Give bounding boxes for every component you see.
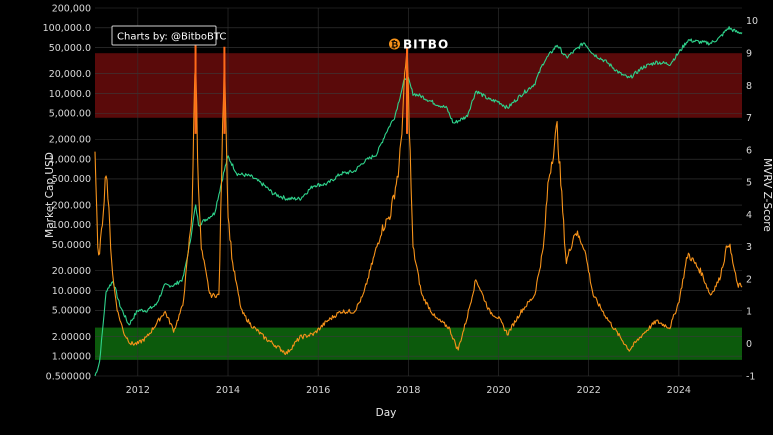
- y-right-tick-label: 7: [746, 113, 752, 124]
- y-left-tick-label: 10,000.0: [49, 89, 91, 100]
- market-cap-line: [94, 26, 743, 377]
- y-left-tick-label: 500.000: [52, 174, 91, 185]
- y-left-tick-label: 5.00000: [52, 306, 91, 317]
- y-left-tick-label: 200.000: [52, 200, 91, 211]
- y-left-tick-label: 0.500000: [46, 371, 91, 382]
- x-tick-label: 2022: [577, 385, 601, 396]
- y-right-tick-label: 0: [746, 339, 752, 350]
- y-right-axis-title: MVRV Z-Score: [761, 158, 773, 232]
- band-overvalued: [95, 53, 742, 118]
- y-right-tick-label: 9: [746, 48, 752, 59]
- series-layer: [94, 26, 743, 377]
- y-left-tick-label: 10.0000: [52, 286, 91, 297]
- x-tick-label: 2020: [486, 385, 510, 396]
- y-left-tick-label: 2,000.00: [49, 135, 91, 146]
- logo-text: BITBO: [403, 38, 449, 52]
- credit-label: Charts by: @BitboBTC: [111, 25, 226, 46]
- y-right-tick-label: 5: [746, 178, 752, 189]
- y-right-tick-label: -1: [746, 371, 755, 382]
- x-tick-label: 2014: [216, 385, 240, 396]
- y-right-tick-label: 6: [746, 145, 752, 156]
- y-left-tick-label: 50.0000: [52, 240, 91, 251]
- credit-box: [111, 25, 217, 46]
- y-right-tick-label: 3: [746, 242, 752, 253]
- y-left-tick-label: 2.00000: [52, 332, 91, 343]
- y-left-tick-label: 100.000: [52, 220, 91, 231]
- y-left-tick-label: 50,000.0: [49, 43, 91, 54]
- y-right-tick-labels: -1 0 1 2 3 4 5 6 7 8 9 10: [746, 16, 758, 382]
- y-left-tick-label: 200,000: [52, 3, 91, 14]
- y-left-tick-labels: 0.500000 1.00000 2.00000 5.00000 10.0000 20.0…: [43, 3, 91, 382]
- y-right-tick-label: 4: [746, 210, 752, 221]
- y-right-tick-label: 2: [746, 274, 752, 285]
- gridlines: [95, 7, 742, 377]
- bitcoin-logo-icon: ₿: [389, 38, 400, 51]
- svg-text:₿: ₿: [391, 40, 398, 51]
- y-right-tick-label: 8: [746, 81, 752, 92]
- x-tick-label: 2016: [306, 385, 330, 396]
- x-tick-labels: 2012 2014 2016 2018 2020 2022 2024: [126, 385, 691, 396]
- y-left-axis-title: Market Cap USD: [44, 152, 56, 238]
- x-tick-label: 2018: [396, 385, 420, 396]
- y-left-tick-label: 1,000.00: [49, 154, 91, 165]
- y-left-tick-label: 20,000.0: [49, 69, 91, 80]
- x-tick-label: 2024: [667, 385, 691, 396]
- y-right-tick-label: 10: [746, 16, 758, 27]
- bitbo-logo: ₿ BITBO: [389, 38, 449, 52]
- y-left-tick-label: 20.0000: [52, 266, 91, 277]
- mvrv-zscore-line: [94, 53, 743, 356]
- x-axis-title: Day: [376, 407, 397, 419]
- y-left-tick-label: 1.00000: [52, 352, 91, 363]
- y-left-tick-label: 100,000.0: [43, 23, 91, 34]
- y-left-tick-label: 5,000.00: [49, 109, 91, 120]
- x-tick-label: 2012: [126, 385, 150, 396]
- y-right-tick-label: 1: [746, 307, 752, 318]
- credit-text: Charts by: @BitboBTC: [117, 32, 226, 43]
